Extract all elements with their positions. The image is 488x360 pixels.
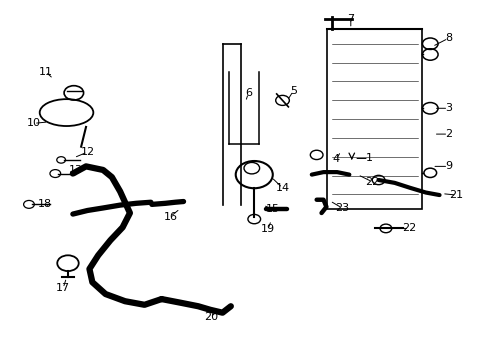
Text: 14: 14: [275, 183, 289, 193]
Text: 19: 19: [260, 225, 274, 234]
Text: 16: 16: [163, 212, 177, 221]
Text: 23: 23: [334, 203, 348, 213]
Text: 6: 6: [244, 88, 251, 98]
Text: 21: 21: [448, 190, 463, 200]
Text: 20: 20: [204, 312, 218, 322]
Text: 10: 10: [27, 118, 41, 128]
Text: 22: 22: [365, 177, 379, 187]
Text: 18: 18: [38, 199, 52, 210]
Text: 15: 15: [265, 204, 279, 215]
Text: 9: 9: [444, 161, 451, 171]
Text: 12: 12: [80, 147, 94, 157]
Text: 11: 11: [39, 67, 52, 77]
Text: 1: 1: [365, 153, 371, 163]
Text: 3: 3: [444, 103, 451, 113]
Text: 4: 4: [332, 154, 339, 164]
Text: 5: 5: [289, 86, 296, 96]
Text: 22: 22: [401, 224, 416, 233]
Text: 8: 8: [444, 33, 451, 43]
Text: 7: 7: [346, 14, 354, 24]
Bar: [327, 30, 422, 209]
Text: 13: 13: [69, 165, 83, 175]
Text: 2: 2: [444, 129, 451, 139]
Text: 17: 17: [56, 283, 70, 293]
